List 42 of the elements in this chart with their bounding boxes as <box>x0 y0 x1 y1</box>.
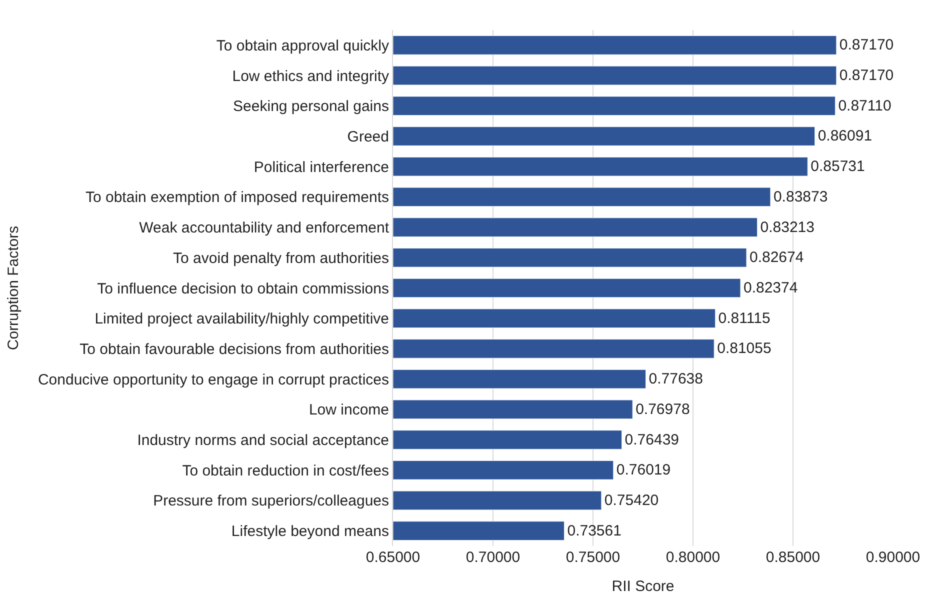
y-tick-label: Weak accountability and enforcement <box>139 220 390 237</box>
data-label: 0.75420 <box>604 492 659 509</box>
data-label: 0.76019 <box>616 462 671 479</box>
y-tick-label: To obtain exemption of imposed requirements <box>85 189 389 206</box>
y-tick-label: To influence decision to obtain commissions <box>97 280 389 298</box>
data-label: 0.85731 <box>810 158 865 176</box>
data-label: 0.83873 <box>773 188 828 206</box>
y-tick-label: Low ethics and integrity <box>232 68 390 85</box>
x-tick-label: 0.90000 <box>866 549 920 566</box>
data-label: 0.87170 <box>839 36 894 54</box>
x-tick-label: 0.75000 <box>566 549 620 566</box>
y-axis-title: Corruption Factors <box>5 226 22 350</box>
y-tick-label: Lifestyle beyond means <box>231 523 389 540</box>
y-tick-label: Industry norms and social acceptance <box>137 432 389 450</box>
data-label: 0.73561 <box>567 522 622 540</box>
data-label: 0.86091 <box>818 128 872 145</box>
data-label: 0.76978 <box>636 400 690 418</box>
y-tick-label: Low income <box>308 402 389 419</box>
data-label: 0.87110 <box>838 97 892 114</box>
x-tick-label: 0.85000 <box>766 549 820 566</box>
x-tick-label: 0.70000 <box>466 549 520 566</box>
y-tick-label: Greed <box>347 128 389 146</box>
y-tick-label: To obtain reduction in cost/fees <box>182 462 389 480</box>
data-label: 0.82674 <box>749 249 804 266</box>
x-axis-title: RII Score <box>612 578 674 595</box>
x-tick-label: 0.65000 <box>366 549 420 566</box>
data-label: 0.82374 <box>743 280 798 296</box>
y-tick-label: Seeking personal gains <box>233 98 389 116</box>
data-label: 0.77638 <box>648 370 703 388</box>
data-label: 0.81115 <box>718 310 770 327</box>
y-tick-label: Limited project availability/highly competitive <box>94 310 389 328</box>
y-tick-label: To avoid penalty from authorities <box>173 250 389 267</box>
data-label: 0.83213 <box>760 218 814 236</box>
data-label: 0.87170 <box>839 67 894 84</box>
y-tick-label: Conducive opportunity to engage in corrupt practices <box>38 371 389 388</box>
y-tick-label: To obtain favourable decisions from authorities <box>80 340 389 358</box>
y-tick-label: Pressure from superiors/colleagues <box>153 492 389 510</box>
data-label: 0.81055 <box>717 340 772 358</box>
y-tick-label: Political interference <box>254 158 389 176</box>
x-tick-label: 0.80000 <box>666 549 720 566</box>
data-label: 0.76439 <box>624 431 680 448</box>
y-tick-label: To obtain approval quickly <box>216 37 390 54</box>
